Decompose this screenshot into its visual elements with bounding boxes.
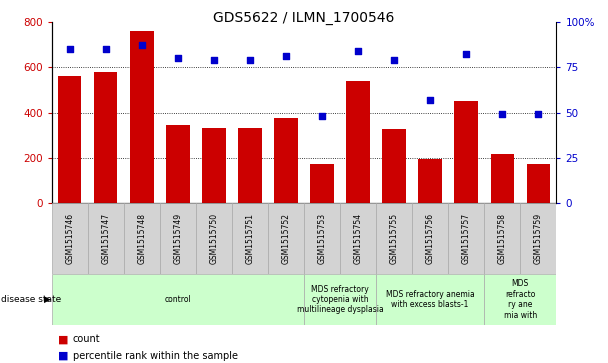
Text: control: control xyxy=(165,295,191,304)
Bar xyxy=(238,128,261,203)
Point xyxy=(137,42,147,48)
Bar xyxy=(88,203,124,274)
Point xyxy=(497,111,507,117)
Text: ▶: ▶ xyxy=(44,295,51,304)
Text: GSM1515749: GSM1515749 xyxy=(173,213,182,264)
Point xyxy=(173,55,183,61)
Point xyxy=(101,46,111,52)
Bar xyxy=(304,203,340,274)
Point xyxy=(426,97,435,103)
Text: GSM1515756: GSM1515756 xyxy=(426,213,435,264)
Text: GSM1515750: GSM1515750 xyxy=(209,213,218,264)
Text: GSM1515746: GSM1515746 xyxy=(65,213,74,264)
Text: disease state: disease state xyxy=(1,295,61,304)
Bar xyxy=(94,72,117,203)
Text: GDS5622 / ILMN_1700546: GDS5622 / ILMN_1700546 xyxy=(213,11,395,25)
Bar xyxy=(491,154,514,203)
Text: GSM1515751: GSM1515751 xyxy=(246,213,254,264)
Bar xyxy=(130,31,153,203)
Text: count: count xyxy=(73,334,100,344)
Bar xyxy=(274,118,298,203)
Bar xyxy=(484,274,556,325)
Text: GSM1515755: GSM1515755 xyxy=(390,213,399,264)
Text: GSM1515753: GSM1515753 xyxy=(317,213,326,264)
Bar xyxy=(196,203,232,274)
Bar xyxy=(52,203,88,274)
Bar xyxy=(232,203,268,274)
Text: GSM1515748: GSM1515748 xyxy=(137,213,147,264)
Bar xyxy=(484,203,520,274)
Bar xyxy=(347,81,370,203)
Bar xyxy=(268,203,304,274)
Point xyxy=(389,57,399,63)
Bar xyxy=(527,164,550,203)
Text: ■: ■ xyxy=(58,334,68,344)
Text: GSM1515758: GSM1515758 xyxy=(498,213,506,264)
Point xyxy=(209,57,219,63)
Text: MDS
refracto
ry ane
mia with: MDS refracto ry ane mia with xyxy=(503,280,537,319)
Bar xyxy=(376,274,484,325)
Point xyxy=(245,57,255,63)
Point xyxy=(533,111,543,117)
Point xyxy=(461,52,471,57)
Bar xyxy=(382,129,406,203)
Text: GSM1515759: GSM1515759 xyxy=(534,213,543,264)
Text: GSM1515757: GSM1515757 xyxy=(461,213,471,264)
Bar xyxy=(202,129,226,203)
Text: ■: ■ xyxy=(58,351,68,361)
Bar xyxy=(448,203,484,274)
Text: GSM1515752: GSM1515752 xyxy=(282,213,291,264)
Bar xyxy=(310,164,334,203)
Bar xyxy=(58,76,81,203)
Bar xyxy=(455,101,478,203)
Text: GSM1515754: GSM1515754 xyxy=(354,213,362,264)
Bar xyxy=(412,203,448,274)
Point xyxy=(317,113,327,119)
Bar xyxy=(520,203,556,274)
Bar xyxy=(166,125,190,203)
Text: MDS refractory anemia
with excess blasts-1: MDS refractory anemia with excess blasts… xyxy=(386,290,474,309)
Bar xyxy=(124,203,160,274)
Bar xyxy=(160,203,196,274)
Text: percentile rank within the sample: percentile rank within the sample xyxy=(73,351,238,361)
Point xyxy=(281,53,291,59)
Bar xyxy=(304,274,376,325)
Text: GSM1515747: GSM1515747 xyxy=(102,213,110,264)
Bar xyxy=(52,274,304,325)
Point xyxy=(353,48,363,54)
Text: MDS refractory
cytopenia with
multilineage dysplasia: MDS refractory cytopenia with multilinea… xyxy=(297,285,384,314)
Bar xyxy=(418,159,442,203)
Point xyxy=(65,46,75,52)
Bar xyxy=(376,203,412,274)
Bar xyxy=(340,203,376,274)
